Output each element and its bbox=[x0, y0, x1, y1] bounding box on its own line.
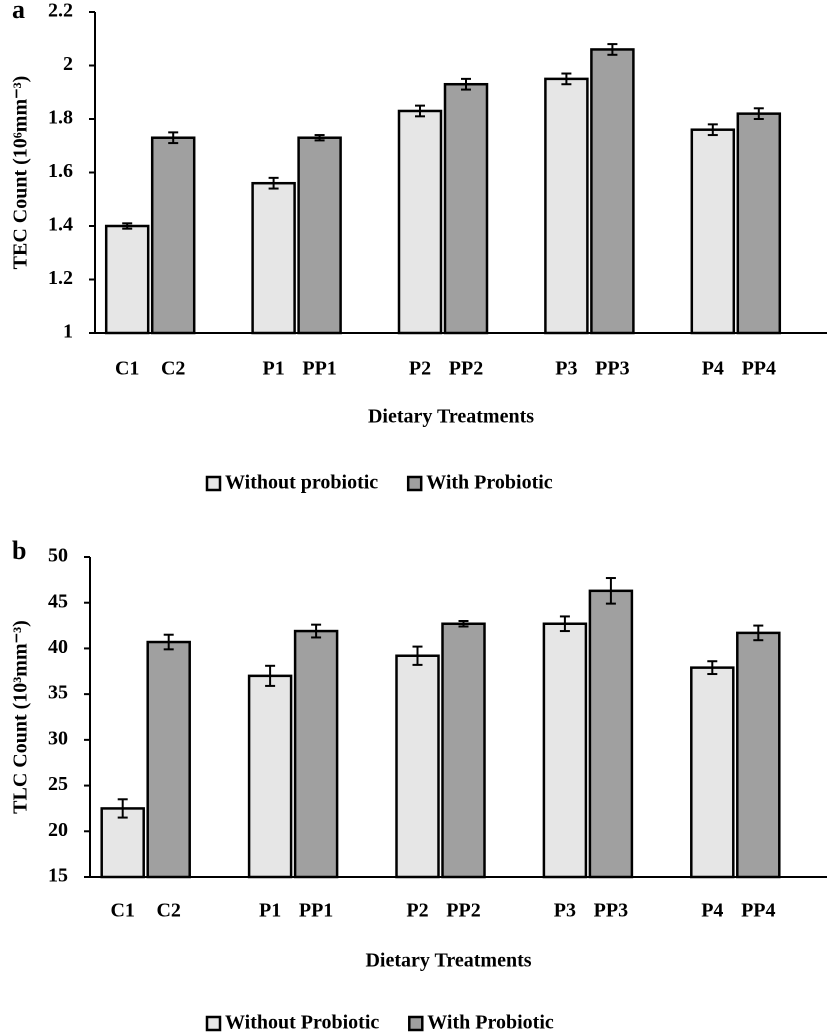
x-tick-label: P3 bbox=[554, 900, 576, 922]
legend-label: With Probiotic bbox=[427, 1012, 554, 1034]
bar bbox=[297, 136, 342, 335]
bar bbox=[397, 109, 443, 335]
y-tick-label: 15 bbox=[48, 865, 68, 887]
legend-swatch bbox=[205, 1015, 222, 1032]
legend-label: With Probiotic bbox=[426, 472, 553, 494]
x-tick-label: C1 bbox=[110, 900, 134, 922]
legend-label: Without Probiotic bbox=[225, 1012, 379, 1034]
bar bbox=[104, 224, 150, 335]
x-tick-label: P4 bbox=[702, 358, 724, 380]
legend-label: Without probiotic bbox=[225, 472, 378, 494]
bar bbox=[736, 631, 781, 879]
bar bbox=[146, 640, 191, 879]
bar bbox=[441, 622, 486, 879]
panel-label: b bbox=[12, 536, 26, 565]
y-tick-label: 1.4 bbox=[48, 214, 73, 236]
x-tick-label: P2 bbox=[409, 358, 431, 380]
bar bbox=[588, 589, 634, 879]
bar bbox=[690, 128, 736, 335]
y-tick-label: 35 bbox=[48, 682, 68, 704]
bar bbox=[542, 622, 588, 879]
x-tick-label: PP4 bbox=[742, 358, 776, 380]
x-tick-label: C2 bbox=[156, 900, 180, 922]
y-tick-label: 1.8 bbox=[48, 107, 73, 129]
x-tick-label: PP2 bbox=[449, 358, 483, 380]
x-axis-title: Dietary Treatments bbox=[368, 406, 534, 428]
y-tick-label: 20 bbox=[48, 819, 68, 841]
x-tick-label: PP1 bbox=[302, 358, 336, 380]
bar bbox=[590, 48, 635, 335]
y-tick-label: 2.2 bbox=[48, 0, 73, 22]
x-tick-label: P3 bbox=[555, 358, 577, 380]
bar bbox=[443, 82, 489, 335]
x-tick-label: C1 bbox=[115, 358, 139, 380]
x-tick-label: P2 bbox=[406, 900, 428, 922]
y-tick-label: 30 bbox=[48, 727, 68, 749]
bar bbox=[736, 112, 782, 335]
y-tick-label: 2 bbox=[63, 53, 73, 75]
x-tick-label: PP3 bbox=[594, 900, 628, 922]
x-tick-label: C2 bbox=[161, 358, 185, 380]
y-tick-label: 40 bbox=[48, 636, 68, 658]
legend-swatch bbox=[205, 475, 222, 492]
y-tick-label: 25 bbox=[48, 773, 68, 795]
x-tick-label: PP1 bbox=[299, 900, 333, 922]
y-tick-label: 50 bbox=[48, 545, 68, 567]
bar bbox=[251, 181, 296, 335]
bar bbox=[150, 136, 196, 335]
x-tick-label: P1 bbox=[259, 900, 281, 922]
y-axis-title: TLC Count (10³mm⁻³) bbox=[10, 620, 32, 814]
x-axis-title: Dietary Treatments bbox=[365, 950, 531, 972]
x-tick-label: P1 bbox=[262, 358, 284, 380]
x-tick-label: PP3 bbox=[595, 358, 629, 380]
panel-label: a bbox=[12, 0, 25, 24]
bar bbox=[395, 654, 440, 879]
bar bbox=[544, 77, 589, 335]
y-tick-label: 1 bbox=[63, 321, 73, 343]
x-tick-label: PP2 bbox=[446, 900, 480, 922]
bar bbox=[293, 629, 339, 879]
y-tick-label: 1.6 bbox=[48, 160, 73, 182]
bar bbox=[100, 807, 145, 879]
y-tick-label: 1.2 bbox=[48, 267, 73, 289]
x-tick-label: PP4 bbox=[741, 900, 775, 922]
y-axis-title: TEC Count (10⁶mm⁻³) bbox=[10, 76, 32, 270]
bar bbox=[247, 674, 293, 879]
legend-swatch bbox=[408, 1015, 424, 1032]
legend-swatch bbox=[406, 475, 423, 492]
x-tick-label: P4 bbox=[701, 900, 723, 922]
bar bbox=[690, 666, 735, 879]
y-tick-label: 45 bbox=[48, 590, 68, 612]
